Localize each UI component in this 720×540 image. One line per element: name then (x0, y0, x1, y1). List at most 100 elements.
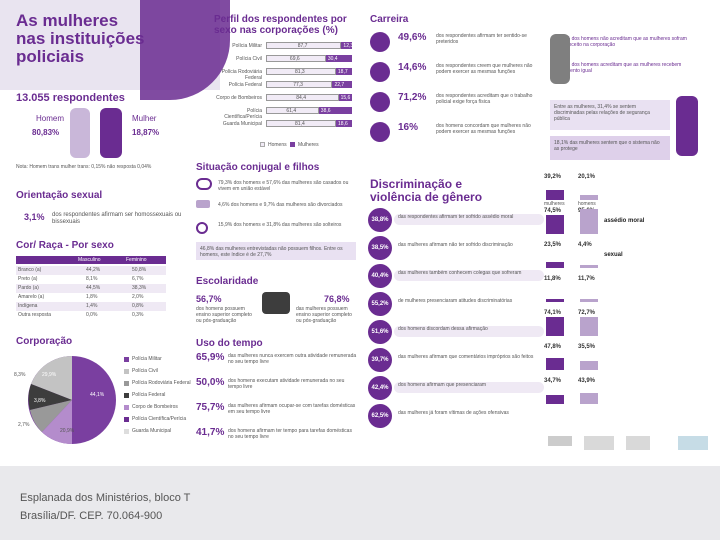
pie-slice-rodoviaria (30, 400, 72, 432)
profile-bar-women (341, 42, 352, 49)
career-title: Carreira (370, 14, 409, 25)
disc-pill (394, 354, 544, 365)
career-box2-text: 18,1% das mulheres sentem que o sistema … (554, 140, 660, 152)
career-right1: 51,7% dos homens não acreditam que as mu… (556, 36, 687, 48)
race-row: Preto (a) 8,1% 6,7% (16, 275, 166, 284)
corp-legend-swatch (124, 369, 129, 374)
corp-legend-label: Guarda Municipal (132, 428, 172, 434)
disc-value-chip: 38,8% (368, 208, 392, 232)
career-value: 14,6% (398, 62, 427, 73)
profile-bar-men (266, 55, 326, 62)
disc-value-chip: 39,7% (368, 348, 392, 372)
police-man-icon (550, 34, 570, 84)
race-row-m: 44,2% (86, 267, 101, 273)
profile-bar-men (266, 42, 342, 49)
race-row-f: 6,7% (132, 276, 144, 282)
disc-bar-right (580, 298, 598, 302)
corp-legend-swatch (124, 357, 129, 362)
marital-stat2: 4,6% dos homens e 9,7% das mulheres são … (218, 202, 343, 208)
police-woman-icon (676, 96, 698, 156)
race-row-f: 50,8% (132, 267, 147, 273)
logo-2 (584, 436, 614, 450)
profile-row-label: Polícia Militar (232, 43, 262, 49)
race-header-fem: Feminino (126, 257, 147, 263)
disc-bar-left (546, 316, 564, 336)
time-text: dos homens afirmam ter tempo para tarefa… (228, 428, 352, 440)
race-header-masc: Masculino (78, 257, 101, 263)
corporation-title: Corporação (16, 336, 73, 347)
corporation-legend: Polícia Militar Polícia Civil Polícia Rodo… (124, 356, 194, 446)
race-row-m: 1,4% (86, 303, 98, 309)
race-row: Pardo (a) 44,5% 38,3% (16, 284, 166, 293)
disc-bar-left-value: 34,7% (544, 378, 562, 384)
career-icon (370, 122, 390, 142)
corp-legend-label: Corpo de Bombeiros (132, 404, 178, 410)
disc-bar-left (546, 214, 564, 234)
career-icon (370, 92, 390, 112)
race-row-label: Branco (a) (18, 267, 42, 273)
corp-legend-swatch (124, 393, 129, 398)
education-women-value: 76,8% (324, 294, 350, 304)
race-row-m: 44,5% (86, 285, 101, 291)
profile-bar-men (266, 81, 333, 88)
marital-highlight (196, 242, 356, 260)
race-row-label: Pardo (a) (18, 285, 39, 291)
profile-value-men: 87,7 (297, 43, 308, 49)
race-row: Branco (a) 44,2% 50,8% (16, 266, 166, 275)
pie-slice-federal (28, 384, 72, 410)
profile-row-label: Polícia Científica/Perícia (224, 108, 262, 120)
time-text: das mulheres afirmam ocupar-se com taref… (228, 403, 356, 415)
disc-text: de mulheres presenciaram atitudes discri… (398, 298, 513, 304)
corp-legend-label: Polícia Civil (132, 368, 158, 374)
career-icon (370, 32, 390, 52)
profile-value-women: 30,4 (327, 56, 338, 62)
disc-bar-left-value: 11,8% (544, 276, 561, 282)
pie-label-2: 29,9% (42, 372, 57, 378)
marital-stat4: 46,8% das mulheres entrevistadas não pos… (200, 246, 343, 258)
disc-bar-right (580, 392, 598, 404)
corp-legend-label: Polícia Federal (132, 392, 166, 398)
disc-text: das mulheres afirmam que comentários imp… (398, 354, 534, 360)
legend-men-swatch (260, 142, 265, 147)
disc-bar-mid: assédio moral (604, 218, 645, 224)
disc-bar-left (546, 261, 564, 268)
corp-legend-swatch (124, 381, 129, 386)
race-table: Masculino Feminino Branco (a) 44,2% 50,8% P… (16, 256, 166, 322)
profile-bar-men (266, 94, 339, 101)
corp-legend-label: Polícia Rodoviária Federal (132, 380, 191, 386)
disc-bar-right (580, 194, 598, 200)
disc-bar-right (580, 265, 598, 268)
respondents-note: Nota: Homem trans mulher trans: 0,15% nã… (16, 164, 152, 170)
profile-bar-women (336, 120, 352, 127)
profile-row-label: Polícia Federal (228, 82, 262, 88)
disc-text: das mulheres afirmam não ter sofrido dis… (398, 242, 513, 248)
marital-title: Situação conjugal e filhos (196, 162, 320, 173)
pie-label-1: 8,3% (14, 372, 26, 378)
disc-bar-label-r: homens (578, 201, 596, 207)
race-row-label: Outra resposta (18, 312, 52, 318)
race-row-label: Preto (a) (18, 276, 38, 282)
disc-text: das mulheres já foram vítimas de ações o… (398, 410, 509, 416)
disc-bar-right (580, 360, 598, 370)
disc-value-chip: 62,5% (368, 404, 392, 428)
disc-bar-left-value: 23,5% (544, 242, 562, 248)
pie-label-4: 3,8% (34, 398, 46, 404)
disc-bar-right (580, 209, 598, 234)
corp-legend-label: Polícia Militar (132, 356, 162, 362)
race-row-m: 8,1% (86, 276, 98, 282)
men-label: Homem (36, 114, 65, 123)
broken-icon (196, 200, 210, 208)
corp-legend-swatch (124, 417, 129, 422)
man-icon (70, 108, 90, 158)
race-title: Cor/ Raça - Por sexo (16, 240, 114, 251)
disc-pill (394, 410, 544, 421)
marital-stat1: 79,3% dos homens e 57,6% das mulheres sã… (218, 180, 349, 192)
race-row-f: 38,3% (132, 285, 147, 291)
time-text: dos homens executam atividade remunerada… (228, 378, 345, 390)
corp-legend-swatch (124, 405, 129, 410)
disc-bar-right-value: 35,5% (578, 344, 596, 350)
time-value: 41,7% (196, 427, 225, 438)
disc-text: dos homens discordam dessa afirmação (398, 326, 488, 332)
corp-legend-label: Polícia Científica/Perícia (132, 416, 187, 422)
profile-row-label: Corpo de Bombeiros (216, 95, 262, 101)
